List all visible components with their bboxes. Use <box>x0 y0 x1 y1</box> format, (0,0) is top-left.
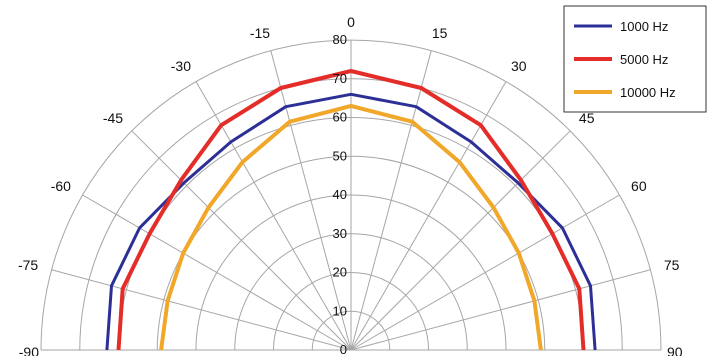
radial-tick-label: 30 <box>333 226 347 241</box>
radial-tick-label: 0 <box>340 342 347 356</box>
angle-tick-label: -75 <box>18 257 38 273</box>
legend: 1000 Hz 5000 Hz 10000 Hz <box>563 5 707 113</box>
series-line <box>159 103 543 351</box>
legend-label: 10000 Hz <box>620 85 676 100</box>
series-lines <box>105 69 597 351</box>
radial-tick-labels: 0 10 20 30 40 50 60 70 80 <box>333 32 347 356</box>
series-line <box>116 69 586 351</box>
angle-tick-label: -45 <box>103 110 123 126</box>
legend-label: 5000 Hz <box>620 52 668 67</box>
angle-tick-label: 15 <box>432 25 448 41</box>
angle-tick-label: 45 <box>579 110 595 126</box>
grid-spoke <box>51 269 352 351</box>
angle-tick-label: 60 <box>631 178 647 194</box>
legend-label: 1000 Hz <box>620 19 668 34</box>
grid-spoke <box>82 194 352 351</box>
angle-tick-label: 30 <box>511 58 527 74</box>
radial-tick-label: 60 <box>333 110 347 125</box>
angle-tick-label: -15 <box>250 25 270 41</box>
grid-spoke <box>131 130 352 351</box>
grid-spoke <box>195 81 352 351</box>
grid-spoke <box>350 81 507 351</box>
angle-tick-labels: -90 -75 -60 -45 -30 -15 0 15 30 45 60 75 90 <box>18 14 683 356</box>
radial-tick-label: 40 <box>333 187 347 202</box>
grid-spoke <box>350 194 620 351</box>
grid-spoke <box>270 50 352 351</box>
radial-tick-label: 70 <box>333 71 347 86</box>
angle-tick-label: -90 <box>19 344 39 356</box>
angle-tick-label: -30 <box>171 58 191 74</box>
grid-spoke <box>350 50 432 351</box>
radial-tick-label: 80 <box>333 32 347 47</box>
radial-tick-label: 50 <box>333 148 347 163</box>
series-line <box>105 92 597 351</box>
angle-tick-label: -60 <box>51 178 71 194</box>
angle-tick-label: 75 <box>664 257 680 273</box>
radial-tick-label: 20 <box>333 265 347 280</box>
grid-spoke <box>350 269 651 351</box>
grid-spoke <box>350 130 571 351</box>
radial-tick-label: 10 <box>333 303 347 318</box>
angle-tick-label: 0 <box>347 14 355 30</box>
angle-tick-label: 90 <box>667 344 683 356</box>
